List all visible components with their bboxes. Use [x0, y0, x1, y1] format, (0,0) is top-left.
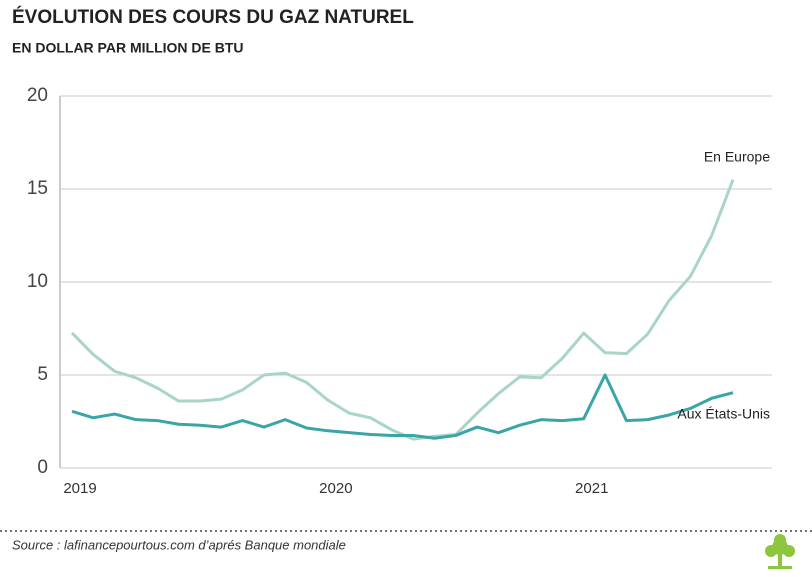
- chart-title: ÉVOLUTION DES COURS DU GAZ NATUREL: [12, 6, 414, 28]
- series-line: [70, 179, 735, 441]
- series-label: En Europe: [704, 148, 770, 164]
- source: Source : lafinancepourtous.com d’aprés B…: [12, 537, 346, 552]
- logo: [765, 534, 795, 569]
- series-label: Aux États-Unis: [677, 405, 770, 421]
- x-tick-label: 2020: [319, 480, 352, 497]
- series-line: [71, 373, 734, 440]
- y-tick-label: 20: [27, 85, 48, 106]
- y-tick-label: 15: [27, 178, 48, 199]
- y-tick-label: 10: [27, 271, 48, 292]
- chart-subtitle: EN DOLLAR PAR MILLION DE BTU: [12, 40, 244, 56]
- y-tick-label: 5: [37, 364, 48, 385]
- x-tick-label: 2019: [63, 480, 96, 497]
- y-tick-label: 0: [37, 457, 48, 478]
- x-tick-label: 2021: [575, 480, 608, 497]
